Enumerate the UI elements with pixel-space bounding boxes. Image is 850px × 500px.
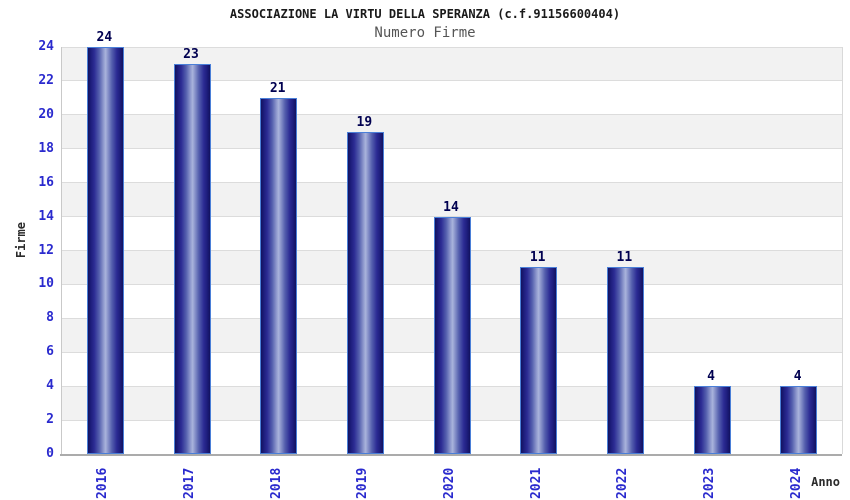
gridline (62, 182, 842, 184)
bar-2021 (520, 267, 558, 454)
bar-value-label: 23 (183, 46, 199, 62)
y-tick-label: 14 (38, 208, 54, 224)
y-tick-label: 18 (38, 140, 54, 156)
y-tick-label: 12 (38, 242, 54, 258)
bar-value-label: 11 (616, 250, 633, 266)
y-tick-label: 4 (46, 378, 54, 394)
plot-area (61, 46, 843, 454)
bar-2024 (780, 386, 818, 454)
gridline (62, 80, 842, 82)
bar-2016 (86, 47, 124, 454)
x-axis-line (60, 454, 842, 456)
x-tick-label: 2022 (615, 467, 631, 499)
x-tick-label: 2024 (788, 467, 804, 499)
x-tick-label: 2018 (268, 467, 284, 499)
y-tick-label: 20 (38, 106, 54, 122)
bar-2019 (346, 131, 384, 454)
x-tick-label: 2019 (355, 467, 371, 499)
bar-2022 (606, 267, 644, 454)
gridline (62, 148, 842, 150)
x-tick-label: 2017 (182, 467, 197, 499)
gridline (62, 114, 842, 116)
y-tick-label: 16 (38, 174, 54, 190)
y-axis-title: Firme (14, 222, 28, 259)
bar-value-label: 24 (96, 30, 113, 45)
y-tick-label: 24 (38, 39, 54, 54)
chart-title: ASSOCIAZIONE LA VIRTU DELLA SPERANZA (c.… (229, 7, 621, 21)
x-tick-label: 2016 (95, 467, 111, 499)
x-tick-label: 2023 (702, 467, 717, 499)
chart-subtitle: Numero Firme (374, 25, 476, 41)
bar-value-label: 21 (269, 80, 286, 96)
x-axis-title: Anno (811, 475, 840, 489)
bar-value-label: 4 (793, 369, 802, 385)
y-tick-label: 6 (46, 344, 54, 360)
y-tick-label: 0 (46, 446, 54, 461)
bar-value-label: 4 (707, 369, 715, 385)
y-tick-label: 2 (46, 412, 54, 428)
y-tick-label: 10 (38, 276, 54, 292)
bar-2018 (260, 97, 298, 454)
x-tick-label: 2021 (528, 467, 544, 499)
y-tick-label: 22 (38, 72, 54, 88)
bar-value-label: 11 (529, 250, 546, 266)
gridline (62, 46, 842, 48)
x-tick-label: 2020 (442, 467, 457, 499)
bar-value-label: 19 (356, 114, 373, 130)
bar-value-label: 14 (443, 199, 459, 215)
bar-2017 (173, 63, 211, 454)
bar-2020 (433, 216, 471, 454)
y-tick-label: 8 (46, 310, 54, 326)
bar-2023 (693, 386, 731, 454)
